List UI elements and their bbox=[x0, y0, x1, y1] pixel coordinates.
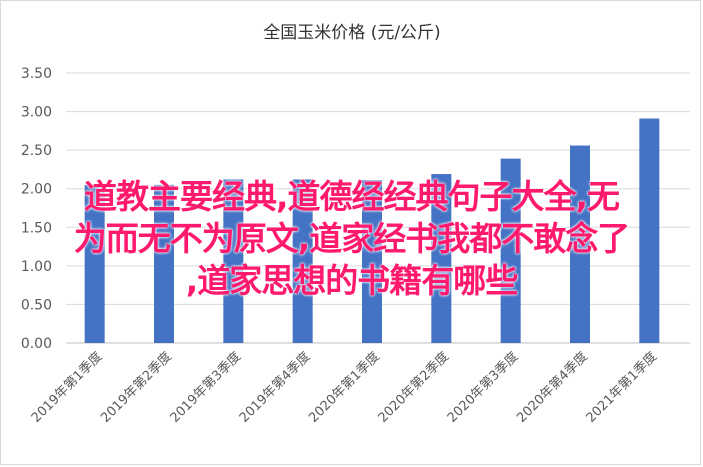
y-tick-label: 3.00 bbox=[21, 105, 52, 121]
bar bbox=[431, 174, 452, 343]
overlay-line-1: 道教主要经典,道德经经典句子大全,无 bbox=[83, 177, 620, 216]
x-axis-ticks: 2019年第1季度2019年第2季度2019年第3季度2019年第4季度2020… bbox=[28, 349, 660, 426]
y-tick-label: 0.50 bbox=[21, 297, 52, 313]
bar bbox=[84, 184, 105, 343]
y-axis-ticks: 0.00 0.50 1.00 1.50 2.00 2.50 3.00 3.50 bbox=[21, 66, 52, 352]
bars bbox=[84, 118, 660, 343]
overlay-line-3: ,道家思想的书籍有哪些 bbox=[185, 261, 519, 300]
bar bbox=[570, 145, 590, 343]
y-tick-label: 0.00 bbox=[21, 336, 52, 352]
bar bbox=[362, 180, 382, 343]
bar bbox=[154, 184, 174, 343]
bar bbox=[223, 179, 244, 343]
chart-title: 全国玉米价格 (元/公斤) bbox=[263, 23, 440, 43]
x-tick-label: 2021年第1季度 bbox=[583, 349, 660, 426]
y-tick-label: 1.00 bbox=[21, 259, 52, 275]
y-tick-label: 2.50 bbox=[21, 143, 52, 159]
x-tick-label: 2020年第3季度 bbox=[444, 349, 521, 426]
watermark-overlay-text: 道教主要经典,道德经经典句子大全,无 为而无不为原文,道家经书我都不敢念了 ,道… bbox=[0, 176, 703, 302]
bar bbox=[292, 179, 313, 343]
x-tick-label: 2019年第2季度 bbox=[97, 349, 174, 426]
x-tick-label: 2019年第3季度 bbox=[167, 349, 244, 426]
overlay-line-2: 为而无不为原文,道家经书我都不敢念了 bbox=[73, 219, 631, 258]
bar bbox=[639, 118, 660, 343]
x-tick-label: 2020年第4季度 bbox=[513, 349, 590, 426]
x-tick-label: 2020年第1季度 bbox=[305, 349, 382, 426]
x-tick-label: 2020年第2季度 bbox=[375, 349, 452, 426]
y-tick-label: 1.50 bbox=[21, 220, 52, 236]
y-tick-label: 3.50 bbox=[21, 66, 52, 82]
x-tick-label: 2019年第1季度 bbox=[28, 349, 105, 426]
x-tick-label: 2019年第4季度 bbox=[236, 349, 313, 426]
y-tick-label: 2.00 bbox=[21, 182, 52, 198]
bar bbox=[500, 158, 521, 343]
